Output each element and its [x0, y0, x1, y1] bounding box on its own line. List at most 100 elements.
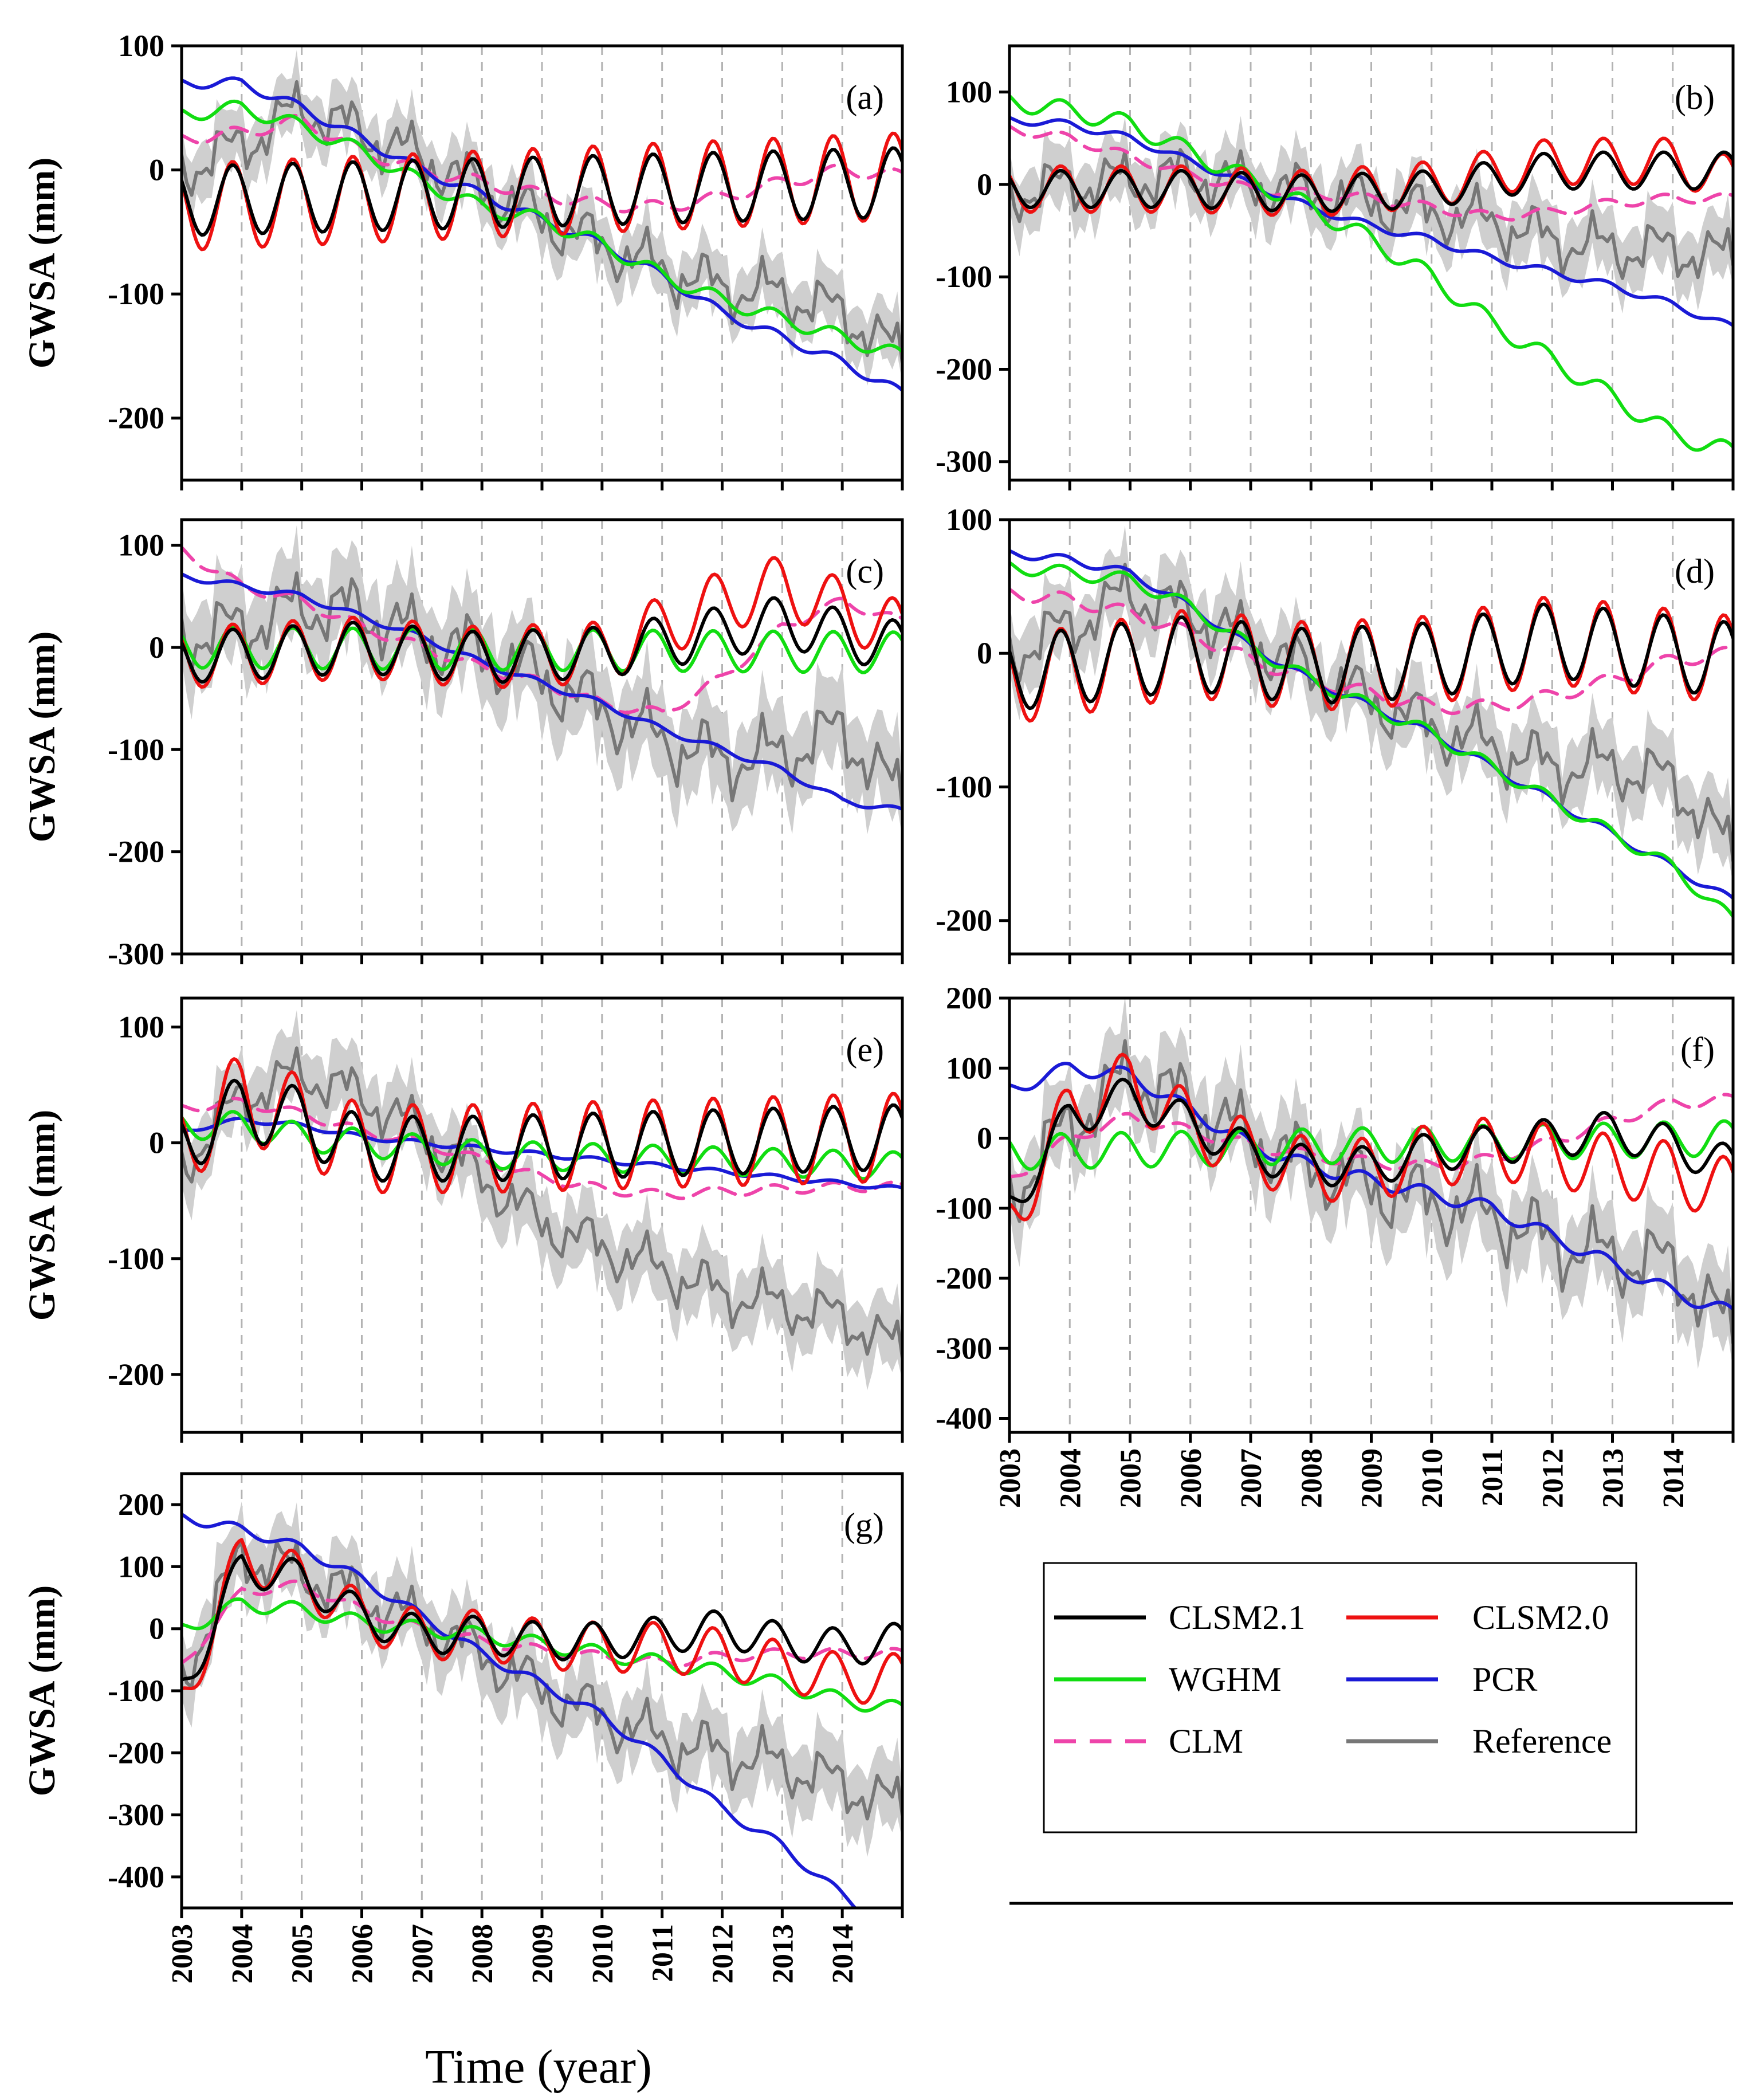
- legend-item-clm: CLM: [1054, 1722, 1243, 1760]
- y-tick-label: -300: [108, 1798, 164, 1832]
- panel-label: (c): [846, 552, 884, 590]
- legend-label: CLSM2.0: [1472, 1599, 1609, 1636]
- x-tick-label: 2007: [1235, 1448, 1268, 1508]
- legend-item-reference: Reference: [1346, 1722, 1612, 1760]
- plot-area: [1009, 525, 1733, 918]
- y-tick-label: -200: [936, 1261, 992, 1295]
- y-axis-title: GWSA (mm): [21, 1110, 63, 1321]
- reference-uncertainty-band: [182, 1501, 902, 1858]
- legend-item-pcr: PCR: [1346, 1660, 1537, 1698]
- legend-item-clsm2-1: CLSM2.1: [1054, 1599, 1305, 1636]
- panel-label: (e): [846, 1031, 884, 1069]
- y-tick-label: 200: [946, 981, 992, 1015]
- plot-area: [1009, 998, 1733, 1370]
- panel-label: (b): [1675, 78, 1715, 116]
- x-tick-label: 2009: [527, 1924, 559, 1984]
- x-tick-label: 2005: [1115, 1448, 1148, 1508]
- plot-area: [182, 525, 902, 838]
- y-tick-label: -200: [936, 352, 992, 386]
- x-tick-labels-right: 2003 2004 2005 2006 2007 2008 2009 2010 2011 2012…: [994, 1448, 1690, 1508]
- series-wghm: [1009, 1119, 1733, 1171]
- series-reference: [182, 1540, 902, 1821]
- x-tick-label: 2013: [1597, 1448, 1630, 1508]
- series-wghm: [182, 99, 902, 354]
- y-tick-label: 100: [118, 29, 164, 63]
- y-axis-title: GWSA (mm): [21, 158, 63, 368]
- x-tick-label: 2009: [1356, 1448, 1389, 1508]
- x-tick-label: 2011: [1476, 1448, 1509, 1506]
- y-tick-label: 0: [149, 153, 164, 187]
- series-pcr: [1009, 116, 1733, 328]
- panel-label: (d): [1675, 552, 1715, 590]
- y-tick-label: -100: [936, 1191, 992, 1226]
- series-clsm2-1: [1009, 1077, 1733, 1204]
- series-reference: [182, 80, 902, 364]
- y-tick-label: -200: [108, 1357, 164, 1392]
- y-tick-label: 0: [977, 636, 992, 670]
- series-clsm2-1: [1009, 150, 1733, 213]
- x-tick-label: 2008: [1295, 1448, 1328, 1508]
- series-pcr: [182, 1116, 902, 1190]
- panel-label: (g): [844, 1506, 884, 1544]
- panel-c: 100 0 -100 -200 -300 (c) GWSA (mm): [21, 518, 904, 971]
- y-tick-label: 0: [149, 1612, 164, 1646]
- x-tick-label: 2014: [1657, 1448, 1690, 1508]
- y-tick-label: -100: [108, 1674, 164, 1708]
- reference-uncertainty-band: [1009, 998, 1733, 1370]
- plot-area: [182, 1501, 902, 1908]
- x-axis-title: Time (year): [425, 2040, 652, 2094]
- legend-label: Reference: [1472, 1722, 1612, 1760]
- series-reference: [1009, 148, 1733, 280]
- series-clm: [182, 113, 902, 214]
- y-tick-label: -100: [108, 1242, 164, 1276]
- panel-g: 200 100 0 -100 -200 -300 -400 (g) GWSA (mm): [21, 1472, 904, 1918]
- x-tick-label: 2012: [1537, 1448, 1569, 1508]
- y-axis-title: GWSA (mm): [21, 1585, 63, 1796]
- legend-item-wghm: WGHM: [1054, 1660, 1282, 1698]
- y-tick-label: 0: [977, 167, 992, 202]
- legend-items: CLSM2.1 CLSM2.0 WGHM PCR CLM Reference: [1054, 1599, 1612, 1760]
- series-clm: [1009, 587, 1733, 716]
- legend-item-clsm2-0: CLSM2.0: [1346, 1599, 1609, 1636]
- series-clsm2-0: [1009, 1053, 1733, 1222]
- series-clsm2-1: [182, 146, 902, 237]
- plot-area: [182, 1010, 902, 1391]
- y-tick-label: -100: [936, 260, 992, 294]
- x-tick-label: 2013: [767, 1924, 799, 1984]
- series-clsm2-1: [182, 596, 902, 684]
- legend: CLSM2.1 CLSM2.0 WGHM PCR CLM Reference: [1043, 1562, 1637, 1833]
- x-tick-label: 2003: [166, 1924, 199, 1984]
- y-tick-label: -300: [108, 937, 164, 971]
- legend-label: CLSM2.1: [1169, 1599, 1305, 1636]
- series-reference: [1009, 563, 1733, 863]
- y-tick-label: 200: [118, 1487, 164, 1522]
- series-wghm: [1009, 94, 1733, 452]
- series-clm: [182, 1579, 902, 1668]
- series-clm: [1009, 124, 1733, 222]
- y-tick-label: -400: [936, 1401, 992, 1436]
- y-tick-label: -100: [108, 277, 164, 311]
- series-reference: [182, 1046, 902, 1360]
- panel-f: 200 100 0 -100 -200 -300 -400 (f): [936, 981, 1735, 1443]
- y-tick-label: 100: [118, 1010, 164, 1044]
- plot-area: [1009, 94, 1733, 452]
- series-clm: [182, 1097, 902, 1200]
- x-tick-label: 2011: [647, 1924, 679, 1982]
- x-tick-label: 2010: [1416, 1448, 1449, 1508]
- series-pcr: [182, 1512, 858, 1908]
- y-tick-label: -200: [108, 835, 164, 869]
- x-tick-label: 2007: [406, 1924, 439, 1984]
- y-tick-label: 100: [946, 1051, 992, 1085]
- legend-label: PCR: [1472, 1660, 1537, 1698]
- series-pcr: [1009, 1062, 1733, 1311]
- y-tick-label: -200: [936, 904, 992, 938]
- panel-e: 100 0 -100 -200 (e) GWSA (mm): [21, 996, 904, 1443]
- series-wghm: [182, 1110, 902, 1181]
- legend-frame: [1043, 1562, 1637, 1833]
- series-clsm2-0: [182, 1057, 902, 1195]
- y-tick-label: 0: [977, 1121, 992, 1156]
- x-tick-label: 2004: [226, 1924, 259, 1984]
- panels: 100 0 -100 -200 (a) GWSA (mm) 100 0 -100 -200 -300…: [21, 29, 1735, 1918]
- x-tick-label: 2004: [1054, 1448, 1087, 1508]
